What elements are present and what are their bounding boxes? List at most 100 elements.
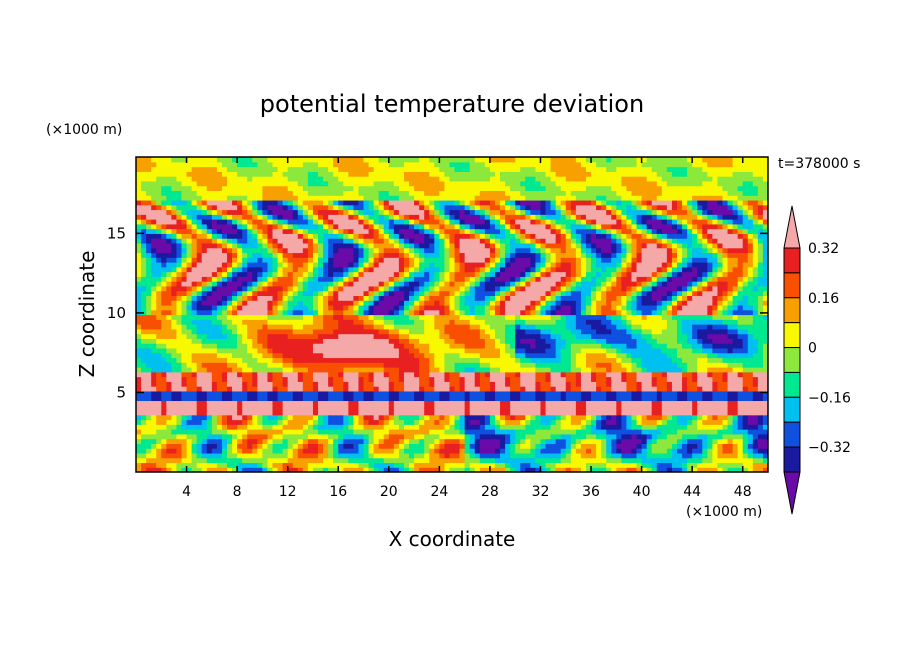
contour-cell — [292, 395, 299, 402]
contour-cell — [687, 295, 693, 301]
contour-cell — [732, 438, 739, 444]
contour-cell — [570, 405, 577, 411]
contour-cell — [747, 419, 754, 425]
contour-cell — [626, 324, 633, 330]
contour-cell — [742, 438, 749, 444]
contour-cell — [712, 443, 719, 449]
contour-cell — [489, 295, 496, 301]
contour-cell — [631, 419, 638, 425]
contour-cell — [631, 328, 638, 335]
contour-cell — [221, 462, 228, 468]
contour-cell — [237, 333, 243, 339]
contour-cell — [242, 362, 248, 368]
contour-cell — [474, 457, 481, 464]
contour-cell — [449, 371, 456, 378]
contour-cell — [232, 467, 238, 472]
contour-cell — [378, 405, 385, 411]
contour-cell — [444, 367, 451, 373]
contour-cell — [171, 333, 178, 339]
contour-cell — [489, 419, 496, 425]
contour-cell — [641, 438, 648, 444]
contour-cell — [398, 328, 405, 335]
contour-cell — [464, 290, 471, 297]
contour-cell — [682, 338, 688, 344]
contour-cell — [181, 400, 188, 406]
contour-cell — [641, 462, 648, 468]
contour-cell — [762, 381, 768, 387]
contour-cell — [267, 285, 274, 292]
contour-cell — [555, 462, 562, 468]
contour-cell — [171, 295, 178, 301]
contour-cell — [201, 462, 208, 468]
contour-cell — [722, 338, 729, 344]
contour-cell — [682, 371, 688, 378]
contour-cell — [555, 457, 562, 464]
contour-cell — [181, 467, 188, 472]
contour-cell — [368, 324, 375, 330]
contour-cell — [292, 314, 299, 320]
contour-cell — [525, 390, 531, 397]
contour-cell — [312, 405, 319, 411]
contour-cell — [221, 419, 228, 425]
contour-cell — [282, 333, 289, 339]
contour-cell — [424, 285, 430, 292]
contour-cell — [216, 285, 223, 292]
contour-cell — [732, 443, 739, 449]
contour-cell — [757, 304, 764, 311]
contour-cell — [616, 319, 622, 325]
contour-cell — [464, 462, 471, 468]
contour-cell — [378, 395, 385, 402]
contour-cell — [464, 343, 471, 349]
contour-cell — [722, 448, 729, 454]
contour-cell — [500, 352, 506, 359]
contour-cell — [651, 338, 658, 344]
contour-cell — [262, 304, 269, 311]
contour-cell — [621, 304, 628, 311]
contour-cell — [287, 343, 294, 349]
contour-cell — [722, 462, 729, 468]
contour-cell — [388, 424, 395, 430]
contour-cell — [272, 357, 279, 363]
contour-cell — [621, 333, 628, 339]
contour-cell — [328, 381, 334, 387]
contour-cell — [181, 304, 188, 311]
contour-cell — [469, 324, 476, 330]
contour-cell — [560, 448, 567, 454]
contour-cell — [252, 371, 258, 378]
contour-cell — [707, 443, 713, 449]
contour-cell — [302, 452, 309, 459]
contour-cell — [343, 343, 349, 349]
contour-cell — [302, 424, 309, 430]
contour-cell — [560, 295, 567, 301]
contour-cell — [510, 395, 516, 402]
contour-cell — [242, 319, 248, 325]
contour-cell — [717, 448, 724, 454]
contour-cell — [636, 304, 643, 311]
contour-cell — [550, 314, 557, 320]
contour-cell — [363, 419, 370, 425]
contour-cell — [692, 357, 698, 363]
contour-cell — [191, 400, 198, 406]
contour-cell — [616, 343, 622, 349]
contour-cell — [752, 429, 759, 435]
contour-cell — [606, 409, 612, 416]
contour-cell — [267, 390, 274, 397]
contour-cell — [616, 333, 622, 339]
contour-cell — [525, 376, 531, 382]
contour-cell — [414, 309, 420, 316]
contour-cell — [161, 343, 167, 349]
contour-cell — [186, 324, 193, 330]
contour-cell — [136, 376, 142, 382]
contour-cell — [469, 414, 476, 421]
contour-cell — [292, 338, 299, 344]
contour-cell — [221, 281, 228, 287]
contour-cell — [727, 333, 734, 339]
contour-cell — [272, 376, 279, 382]
contour-cell — [434, 424, 440, 430]
contour-cell — [459, 424, 466, 430]
contour-cell — [550, 319, 557, 325]
contour-cell — [737, 347, 744, 354]
contour-cell — [186, 452, 193, 459]
contour-cell — [545, 314, 552, 320]
